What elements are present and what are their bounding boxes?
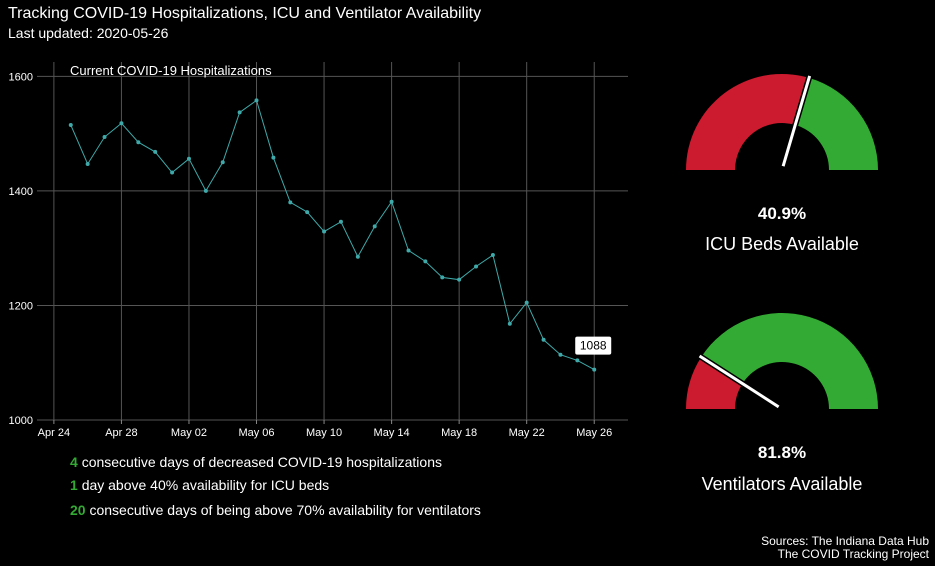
ventilator-gauge	[682, 304, 882, 414]
source-line: The COVID Tracking Project	[761, 548, 929, 561]
data-point	[170, 171, 174, 175]
icu-gauge	[682, 65, 882, 175]
data-point	[86, 162, 90, 166]
data-point	[103, 135, 107, 139]
hospitalizations-line	[71, 100, 594, 369]
stat-number: 1	[70, 477, 78, 493]
data-point	[440, 275, 444, 279]
x-tick-label: May 14	[374, 427, 410, 439]
icu-label: ICU Beds Available	[662, 234, 902, 255]
stat-icu: 1 day above 40% availability for ICU bed…	[70, 477, 329, 493]
data-point	[525, 301, 529, 305]
last-value-label: 1088	[580, 339, 607, 353]
data-point	[542, 338, 546, 342]
ventilator-percent: 81.8%	[682, 443, 882, 463]
data-point	[136, 140, 140, 144]
data-point	[288, 200, 292, 204]
data-point	[474, 264, 478, 268]
x-tick-label: May 26	[576, 427, 612, 439]
data-point	[221, 160, 225, 164]
data-point	[339, 220, 343, 224]
stat-text: consecutive days of decreased COVID-19 h…	[82, 454, 442, 470]
x-tick-label: May 10	[306, 427, 342, 439]
data-point	[238, 110, 242, 114]
data-point	[69, 123, 73, 127]
data-point	[491, 253, 495, 257]
data-point	[423, 259, 427, 263]
data-point	[406, 248, 410, 252]
data-point	[271, 156, 275, 160]
data-point	[255, 98, 259, 102]
x-tick-label: Apr 28	[105, 427, 137, 439]
stat-text: day above 40% availability for ICU beds	[82, 477, 329, 493]
data-point	[204, 189, 208, 193]
stat-hospitalizations: 4 consecutive days of decreased COVID-19…	[70, 454, 442, 470]
data-point	[390, 200, 394, 204]
data-point	[457, 278, 461, 282]
data-point	[119, 121, 123, 125]
stat-number: 20	[70, 502, 86, 518]
data-point	[575, 358, 579, 362]
icu-percent: 40.9%	[682, 204, 882, 224]
x-tick-label: Apr 24	[38, 427, 70, 439]
stat-number: 4	[70, 454, 78, 470]
y-tick-label: 1600	[9, 71, 33, 83]
data-point	[187, 157, 191, 161]
stat-text: consecutive days of being above 70% avai…	[89, 502, 480, 518]
data-point	[592, 368, 596, 372]
unavailable-arc	[686, 74, 809, 170]
ventilator-label: Ventilators Available	[662, 474, 902, 495]
chart-annotation: Current COVID-19 Hospitalizations	[70, 63, 272, 78]
stat-ventilators: 20 consecutive days of being above 70% a…	[70, 502, 481, 518]
data-point	[508, 322, 512, 326]
data-point	[356, 255, 360, 259]
y-tick-label: 1000	[9, 415, 33, 427]
data-point	[153, 150, 157, 154]
y-tick-label: 1200	[9, 300, 33, 312]
data-point	[322, 230, 326, 234]
data-point	[558, 353, 562, 357]
data-point	[373, 224, 377, 228]
y-tick-label: 1400	[9, 186, 33, 198]
x-tick-label: May 02	[171, 427, 207, 439]
x-tick-label: May 18	[441, 427, 477, 439]
x-tick-label: May 06	[238, 427, 274, 439]
sources: Sources: The Indiana Data Hub The COVID …	[761, 535, 929, 561]
x-tick-label: May 22	[509, 427, 545, 439]
data-point	[305, 210, 309, 214]
